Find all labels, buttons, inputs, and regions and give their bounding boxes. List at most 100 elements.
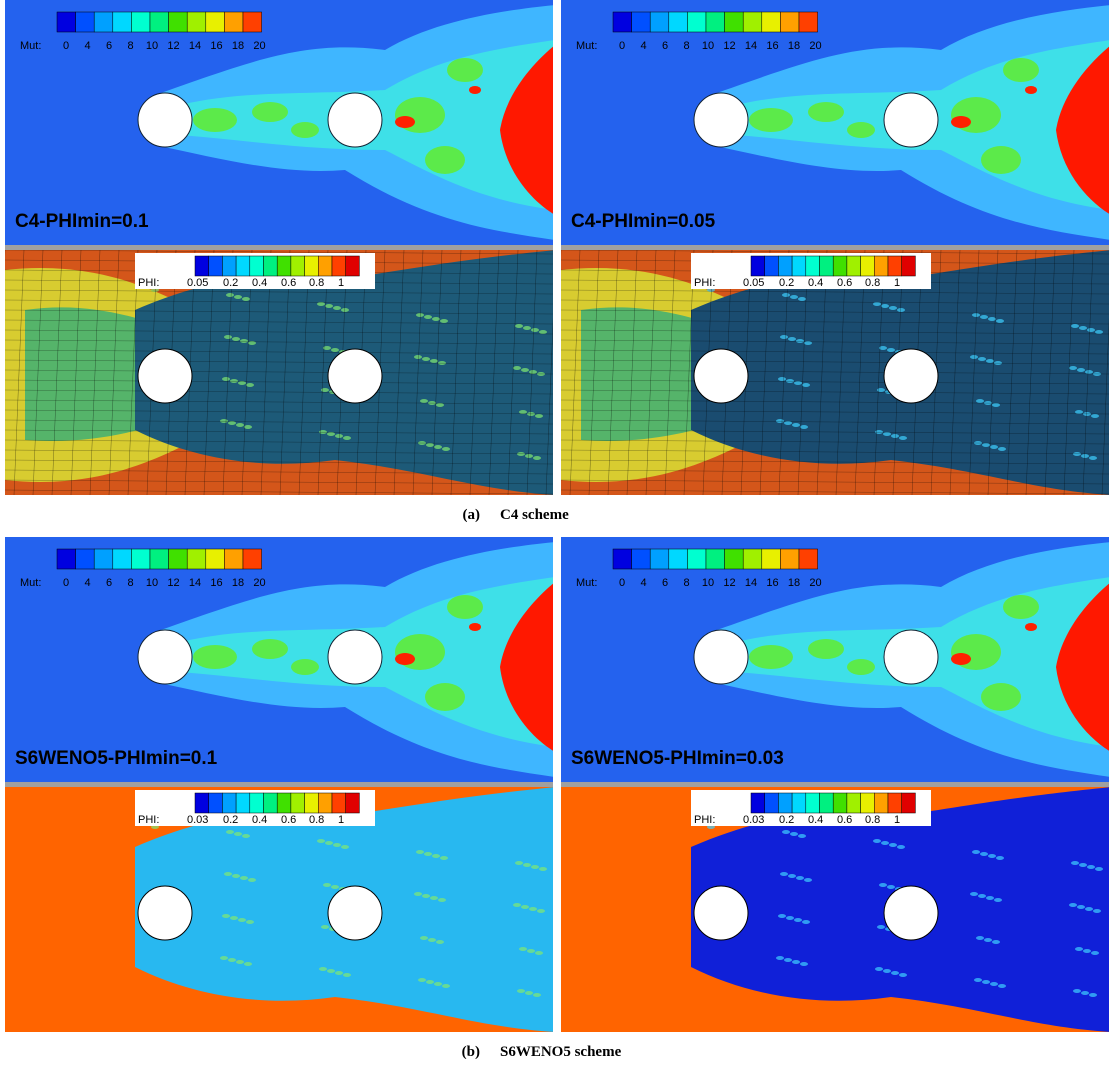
speckle <box>319 967 327 971</box>
speckle <box>899 436 907 440</box>
cylinder <box>694 630 748 684</box>
legend-tick: 0.4 <box>252 277 267 289</box>
colorbar-cell <box>169 12 188 32</box>
speckle <box>323 883 331 887</box>
speckle <box>1077 905 1085 909</box>
speckle <box>790 832 798 836</box>
legend-tick: 18 <box>788 40 800 52</box>
speckle <box>244 425 252 429</box>
speckle <box>537 909 545 913</box>
legend-tick: 16 <box>766 40 778 52</box>
colorbar-cell <box>765 793 779 813</box>
colorbar-cell <box>806 793 820 813</box>
legend-tick: 10 <box>702 40 714 52</box>
legend-tick: 0.05 <box>743 277 764 289</box>
blob-red <box>395 116 415 128</box>
legend-tick: 6 <box>662 577 668 589</box>
speckle <box>889 843 897 847</box>
speckle <box>222 377 230 381</box>
colorbar-cell <box>706 549 725 569</box>
speckle <box>976 399 984 403</box>
speckle <box>440 856 448 860</box>
blob-green <box>808 639 844 659</box>
speckle <box>440 319 448 323</box>
speckle <box>984 938 992 942</box>
speckle <box>521 368 529 372</box>
speckle <box>800 962 808 966</box>
speckle <box>224 872 232 876</box>
legend-tick: 1 <box>894 814 900 826</box>
legend-tick: 14 <box>745 40 757 52</box>
speckle <box>244 962 252 966</box>
speckle <box>1087 865 1095 869</box>
speckle <box>341 308 349 312</box>
speckle <box>1095 330 1103 334</box>
legend-tick: 16 <box>210 40 222 52</box>
colorbar-cell <box>113 549 132 569</box>
speckle <box>234 832 242 836</box>
legend-tick: 0 <box>619 40 625 52</box>
cylinder <box>884 93 938 147</box>
speckle <box>333 306 341 310</box>
cylinder <box>884 630 938 684</box>
colorbar-cell <box>888 256 902 276</box>
legend-tick: 10 <box>146 40 158 52</box>
speckle <box>535 414 543 418</box>
cylinder <box>884 349 938 403</box>
colorbar-cell <box>94 12 113 32</box>
figure: Mut:0468101214161820C4-PHImin=0.1 PHI: 0.0… <box>0 0 1109 1073</box>
speckle <box>883 969 891 973</box>
speckle <box>980 852 988 856</box>
speckle <box>325 304 333 308</box>
speckle <box>998 447 1006 451</box>
speckle <box>416 850 424 854</box>
colorbar-cell <box>76 549 95 569</box>
speckle <box>992 403 1000 407</box>
speckle <box>1079 863 1087 867</box>
speckle <box>887 885 895 889</box>
speckle <box>782 293 790 297</box>
blob-green <box>847 122 875 138</box>
speckle <box>539 330 547 334</box>
separator <box>561 782 1109 787</box>
speckle <box>424 315 432 319</box>
speckle <box>242 834 250 838</box>
cylinder <box>328 630 382 684</box>
blob-red <box>951 653 971 665</box>
colorbar-cell <box>743 549 762 569</box>
speckle <box>343 973 351 977</box>
speckle <box>442 447 450 451</box>
legend-name: PHI: <box>138 814 159 826</box>
colorbar-cell <box>874 793 888 813</box>
speckle <box>1069 366 1077 370</box>
panel-title: C4-PHImin=0.1 <box>15 211 149 232</box>
speckle <box>792 423 800 427</box>
speckle <box>513 903 521 907</box>
legend-tick: 4 <box>640 40 646 52</box>
legend-tick: 1 <box>338 277 344 289</box>
colorbar-cell <box>150 12 169 32</box>
separator <box>5 782 553 787</box>
legend-tick: 12 <box>723 577 735 589</box>
legend-tick: 6 <box>106 40 112 52</box>
colorbar-cell <box>195 793 209 813</box>
speckle <box>1083 949 1091 953</box>
blob-green <box>425 146 465 174</box>
speckle <box>418 978 426 982</box>
legend-tick: 0.6 <box>281 277 296 289</box>
speckle <box>531 865 539 869</box>
legend-tick: 14 <box>745 577 757 589</box>
separator <box>5 245 553 250</box>
speckle <box>780 872 788 876</box>
speckle <box>422 357 430 361</box>
colorbar-cell <box>305 793 319 813</box>
caption-label: (a) <box>463 507 481 523</box>
speckle <box>436 940 444 944</box>
speckle <box>798 297 806 301</box>
colorbar-cell <box>346 793 360 813</box>
speckle <box>426 980 434 984</box>
speckle <box>978 357 986 361</box>
speckle <box>333 843 341 847</box>
speckle <box>1079 326 1087 330</box>
